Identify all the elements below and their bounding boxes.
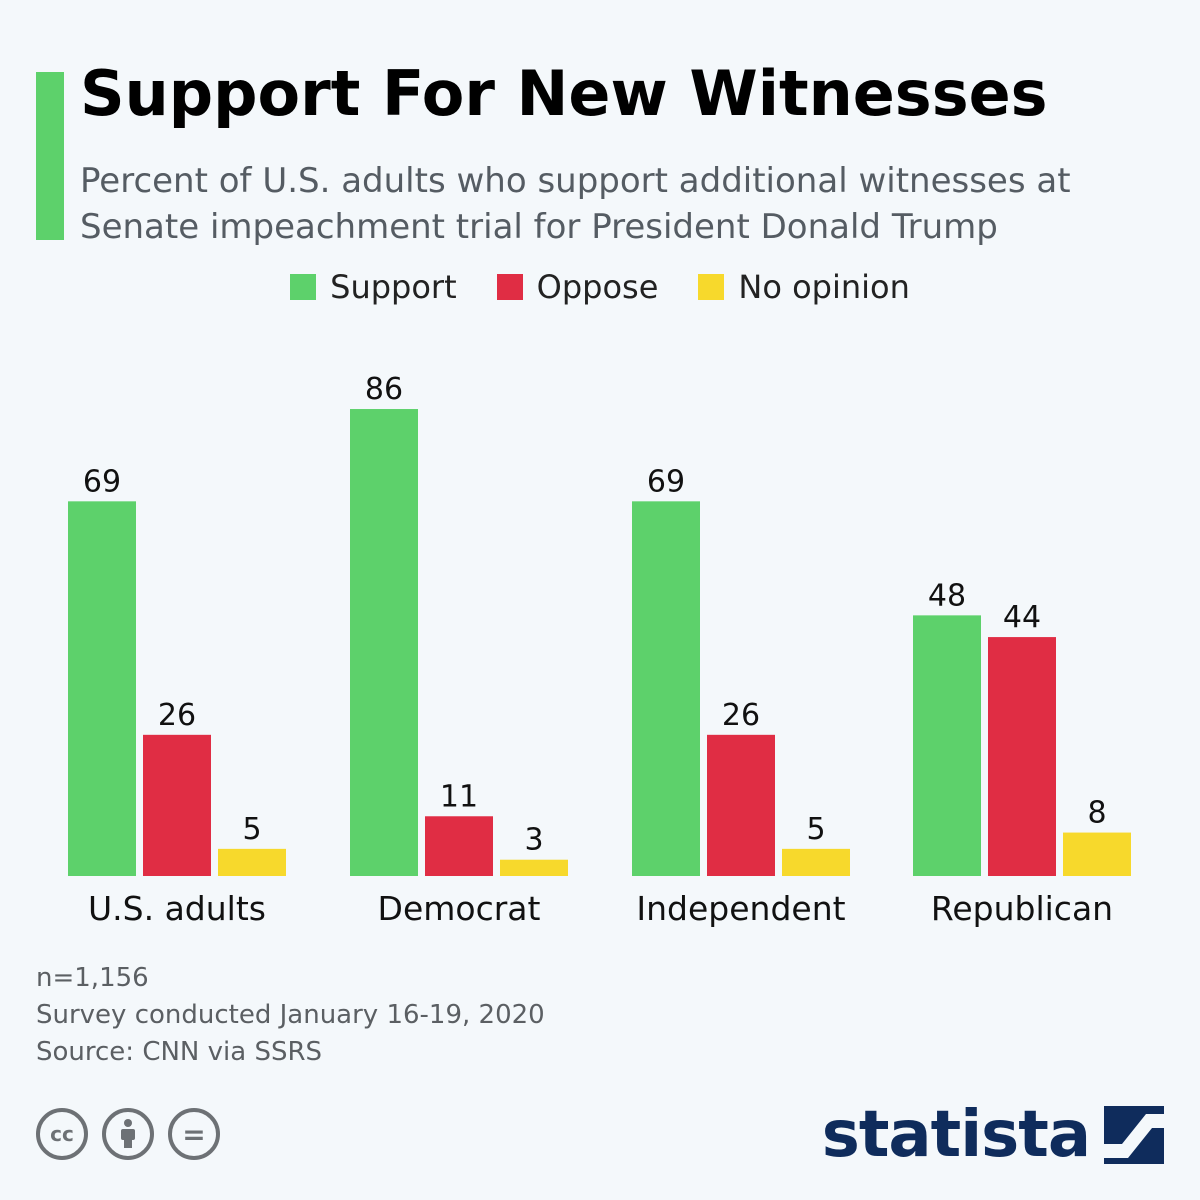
category-label-republican: Republican [931,889,1113,928]
chart-notes: n=1,156 Survey conducted January 16-19, … [36,960,545,1071]
nd-icon-text: = [182,1117,206,1151]
license-icons: cc = [36,1108,220,1160]
source-note: Source: CNN via SSRS [36,1037,323,1067]
statista-logo[interactable]: statista [822,1098,1164,1172]
data-label-independent-no-opinion: 5 [806,812,825,847]
bar-republican-oppose [988,637,1056,876]
legend-label-no-opinion: No opinion [738,268,910,306]
person-glyph [121,1119,135,1148]
statista-wordmark: statista [821,1098,1091,1172]
data-label-republican-support: 48 [928,578,966,613]
bar-democrat-oppose [425,816,493,876]
data-label-democrat-no-opinion: 3 [524,823,543,858]
cc-icon-text: cc [50,1122,74,1146]
bar-independent-no-opinion [782,848,850,876]
no-derivatives-icon[interactable]: = [168,1108,220,1160]
category-label-democrat: Democrat [378,889,541,928]
creative-commons-icon[interactable]: cc [36,1108,88,1160]
bar-group-u-s-adults: 69 26 5 U.S. adults [68,464,286,928]
data-label-u-s-adults-no-opinion: 5 [242,812,261,847]
data-label-independent-oppose: 26 [722,698,760,733]
data-label-republican-no-opinion: 8 [1087,796,1106,831]
data-label-u-s-adults-oppose: 26 [158,698,196,733]
legend-swatch-oppose [496,274,523,300]
category-label-independent: Independent [636,889,845,928]
legend-label-oppose: Oppose [536,268,659,306]
bar-u-s-adults-no-opinion [218,848,286,876]
legend-label-support: Support [330,268,457,306]
bar-group-democrat: 86 11 3 Democrat [350,372,568,928]
bar-democrat-no-opinion [500,859,568,876]
bar-chart: 69 26 5 U.S. adults 86 11 3 Democrat 69 26 5 Indepe… [68,372,1131,928]
chart-title: Support For New Witnesses [80,57,1048,130]
statista-logo-icon [1104,1106,1164,1164]
legend: Support Oppose No opinion [0,268,1200,306]
legend-swatch-no-opinion [698,274,725,300]
legend-item-oppose: Oppose [496,268,659,306]
category-label-u-s-adults: U.S. adults [88,889,266,928]
data-label-democrat-support: 86 [365,372,403,407]
bar-group-republican: 48 44 8 Republican [913,578,1131,928]
data-label-u-s-adults-support: 69 [83,464,121,499]
data-label-democrat-oppose: 11 [440,779,478,814]
bar-republican-no-opinion [1063,832,1131,876]
legend-item-no-opinion: No opinion [698,268,910,306]
data-label-republican-oppose: 44 [1003,600,1041,635]
bar-u-s-adults-support [68,501,136,876]
chart-subtitle: Percent of U.S. adults who support addit… [80,161,1071,247]
sample-size-note: n=1,156 [36,963,149,993]
bar-republican-support [913,615,981,876]
bar-independent-oppose [707,734,775,876]
legend-item-support: Support [290,268,457,306]
accent-bar [36,72,64,240]
survey-date-note: Survey conducted January 16-19, 2020 [36,1000,545,1030]
legend-swatch-support [290,274,317,300]
data-label-independent-support: 69 [647,464,685,499]
bar-democrat-support [350,409,418,876]
bar-group-independent: 69 26 5 Independent [632,464,850,928]
attribution-icon[interactable] [102,1108,154,1160]
bar-u-s-adults-oppose [143,734,211,876]
bar-independent-support [632,501,700,876]
